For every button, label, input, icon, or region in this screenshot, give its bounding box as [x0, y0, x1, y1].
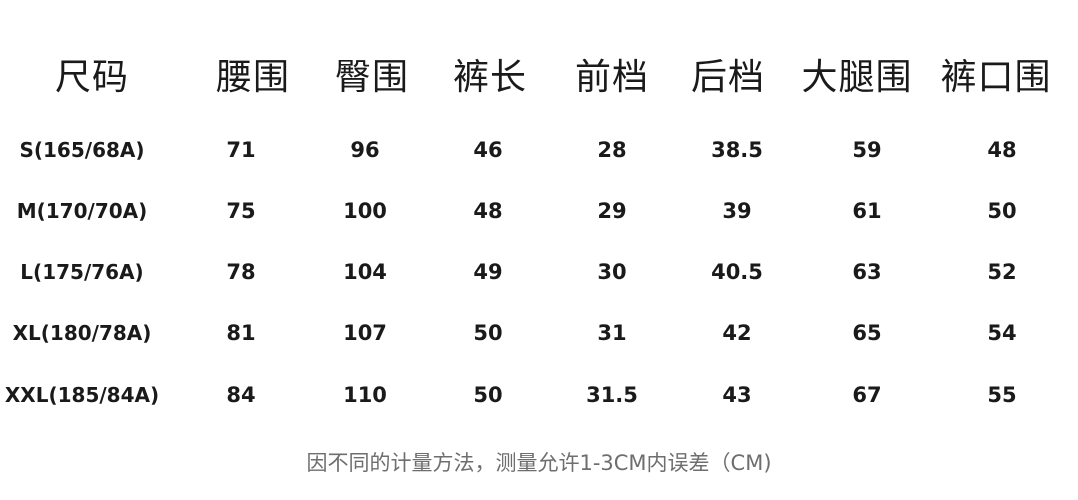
leg-opening-cell: 54: [987, 321, 1017, 345]
header-leg-opening: 裤口围: [940, 57, 1052, 98]
header-front-rise: 前档: [574, 57, 650, 98]
back-rise-cell: 38.5: [711, 138, 763, 162]
back-rise-cell: 43: [722, 383, 752, 407]
hip-cell: 110: [343, 383, 387, 407]
back-rise-cell: 42: [722, 321, 752, 345]
hip-cell: 104: [343, 260, 387, 284]
length-cell: 48: [473, 199, 503, 223]
table-row: S(165/68A) 71 96 46 28 38.5 59 48: [0, 132, 1078, 168]
header-size: 尺码: [54, 57, 130, 98]
front-rise-cell: 31: [597, 321, 627, 345]
hip-cell: 96: [350, 138, 380, 162]
thigh-cell: 61: [852, 199, 882, 223]
measurement-note: 因不同的计量方法，测量允许1-3CM内误差（CM): [306, 451, 772, 475]
header-thigh: 大腿围: [801, 57, 913, 98]
thigh-cell: 67: [852, 383, 882, 407]
length-cell: 50: [473, 321, 503, 345]
waist-cell: 78: [226, 260, 256, 284]
table-row: XXL(185/84A) 84 110 50 31.5 43 67 55: [0, 377, 1078, 413]
thigh-cell: 65: [852, 321, 882, 345]
length-cell: 46: [473, 138, 503, 162]
hip-cell: 107: [343, 321, 387, 345]
leg-opening-cell: 48: [987, 138, 1017, 162]
header-waist: 腰围: [215, 57, 291, 98]
front-rise-cell: 28: [597, 138, 627, 162]
waist-cell: 75: [226, 199, 256, 223]
hip-cell: 100: [343, 199, 387, 223]
waist-cell: 71: [226, 138, 256, 162]
header-length: 裤长: [452, 57, 528, 98]
front-rise-cell: 29: [597, 199, 627, 223]
table-row: XL(180/78A) 81 107 50 31 42 65 54: [0, 315, 1078, 351]
size-cell: M(170/70A): [16, 199, 148, 223]
size-cell: XL(180/78A): [12, 321, 152, 345]
thigh-cell: 59: [852, 138, 882, 162]
leg-opening-cell: 52: [987, 260, 1017, 284]
thigh-cell: 63: [852, 260, 882, 284]
front-rise-cell: 30: [597, 260, 627, 284]
length-cell: 50: [473, 383, 503, 407]
table-header-row: 尺码 腰围 臀围 裤长 前档 后档 大腿围 裤口围: [0, 52, 1078, 104]
size-cell: L(175/76A): [20, 260, 144, 284]
waist-cell: 84: [226, 383, 256, 407]
front-rise-cell: 31.5: [586, 383, 638, 407]
size-cell: XXL(185/84A): [4, 383, 160, 407]
waist-cell: 81: [226, 321, 256, 345]
back-rise-cell: 40.5: [711, 260, 763, 284]
leg-opening-cell: 55: [987, 383, 1017, 407]
back-rise-cell: 39: [722, 199, 752, 223]
table-row: M(170/70A) 75 100 48 29 39 61 50: [0, 193, 1078, 229]
header-hip: 臀围: [334, 57, 410, 98]
leg-opening-cell: 50: [987, 199, 1017, 223]
length-cell: 49: [473, 260, 503, 284]
header-back-rise: 后档: [690, 57, 766, 98]
size-cell: S(165/68A): [19, 138, 145, 162]
table-row: L(175/76A) 78 104 49 30 40.5 63 52: [0, 254, 1078, 290]
